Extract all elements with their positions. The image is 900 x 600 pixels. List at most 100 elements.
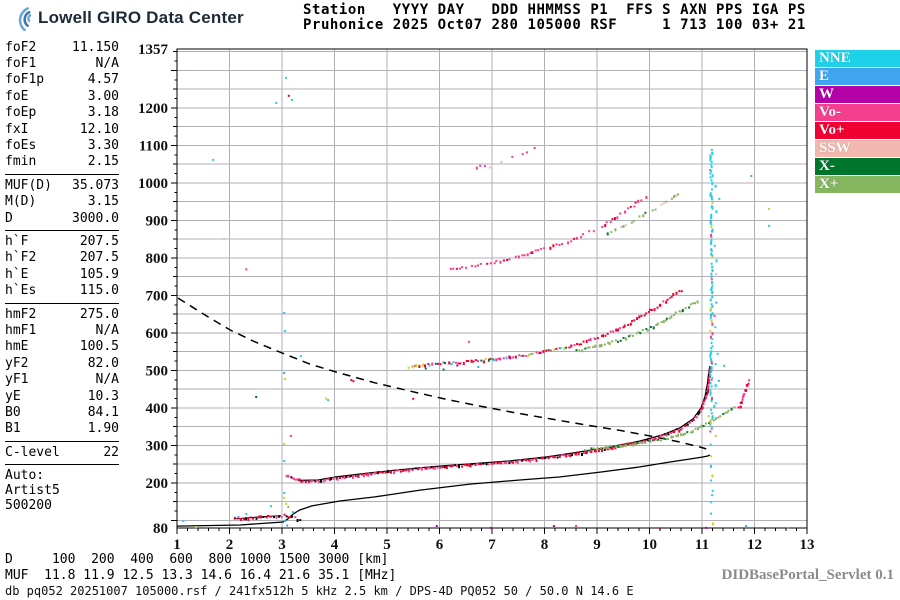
echo-dot xyxy=(670,197,673,200)
echo-dot xyxy=(709,354,712,358)
echo-dot xyxy=(768,224,771,227)
echo-dot xyxy=(522,354,525,357)
echo-dot xyxy=(662,437,665,440)
echo-dot xyxy=(710,278,713,281)
echo-dot xyxy=(441,466,444,469)
echo-dot xyxy=(698,425,701,428)
echo-dot xyxy=(570,344,573,348)
echo-dot xyxy=(287,474,290,478)
echo-dot xyxy=(645,328,648,330)
echo-dot xyxy=(577,452,580,456)
echo-dot xyxy=(661,434,664,437)
echo-dot xyxy=(523,254,526,257)
echo-dot xyxy=(710,303,713,306)
echo-dot xyxy=(668,297,671,300)
echo-dot xyxy=(280,515,283,518)
echo-dot xyxy=(604,224,607,227)
echo-dot xyxy=(709,373,712,377)
echo-dot xyxy=(709,419,712,422)
echo-dot xyxy=(709,192,712,196)
echo-dot xyxy=(477,366,480,368)
echo-dot xyxy=(709,423,712,426)
echo-dot xyxy=(680,310,683,313)
parameter-label: hmF1 xyxy=(5,322,37,338)
echo-dot xyxy=(711,416,714,420)
echo-dot xyxy=(710,399,713,403)
echo-dot xyxy=(537,249,540,252)
echo-dot xyxy=(287,516,290,519)
echo-dot xyxy=(670,435,673,439)
echo-dot xyxy=(702,401,705,404)
echo-dot xyxy=(596,447,599,450)
echo-dot xyxy=(710,195,713,198)
echo-dot xyxy=(436,466,439,469)
echo-dot xyxy=(703,399,706,402)
echo-dot xyxy=(318,481,321,483)
echo-dot xyxy=(622,336,625,339)
echo-dot xyxy=(713,404,716,408)
echo-dot xyxy=(533,147,536,149)
echo-dot xyxy=(450,363,452,365)
echo-dot xyxy=(384,470,387,474)
legend-item-w: W xyxy=(815,86,900,103)
echo-dot xyxy=(633,205,636,208)
echo-dot xyxy=(622,326,625,329)
giro-wave-icon xyxy=(8,5,34,31)
echo-dot xyxy=(469,464,472,468)
echo-dot xyxy=(585,339,588,343)
echo-dot xyxy=(684,432,687,435)
echo-dot xyxy=(588,346,591,349)
echo-dot xyxy=(466,464,468,467)
echo-dot xyxy=(245,268,248,271)
echo-dot xyxy=(709,219,712,222)
echo-dot xyxy=(407,366,410,369)
parameter-row-foep: foEp 3.18 xyxy=(5,105,119,121)
echo-dot xyxy=(708,372,711,375)
echo-dot xyxy=(451,464,454,467)
ionogram-metadata-line: db pq052 20251007 105000.rsf / 241fx512h… xyxy=(5,584,634,598)
echo-dot xyxy=(390,470,392,474)
giro-logo[interactable]: Lowell GIRO Data Center xyxy=(8,5,244,31)
series-muf-transmission-curve xyxy=(177,297,707,450)
echo-dot xyxy=(637,441,640,444)
echo-dot xyxy=(310,480,313,482)
parameter-value: 82.0 xyxy=(87,355,119,371)
panel-separator xyxy=(5,440,119,442)
echo-dot xyxy=(619,327,621,330)
echo-dot xyxy=(709,329,712,332)
echo-dot xyxy=(493,462,496,465)
echo-dot xyxy=(713,244,716,247)
echo-dot xyxy=(638,315,641,319)
echo-dot xyxy=(283,372,286,374)
parameter-row-hes: h`Es 115.0 xyxy=(5,282,119,298)
echo-dot xyxy=(739,401,742,404)
echo-dot xyxy=(571,454,573,456)
parameter-label: yF1 xyxy=(5,372,29,388)
echo-dot xyxy=(710,464,712,468)
echo-dot xyxy=(525,459,528,462)
echo-dot xyxy=(709,307,712,311)
echo-dot xyxy=(616,216,619,220)
echo-dot xyxy=(707,388,709,392)
echo-dot xyxy=(710,275,713,279)
echo-dot xyxy=(709,155,712,159)
echo-dot xyxy=(709,391,712,394)
y-axis-tick-label: 1000 xyxy=(138,176,168,192)
echo-dot xyxy=(499,260,502,264)
echo-dot xyxy=(696,300,699,304)
parameter-label: hmF2 xyxy=(5,306,37,322)
parameter-value: 3000.0 xyxy=(72,210,119,226)
echo-dot xyxy=(614,217,616,221)
echo-dot xyxy=(425,466,428,470)
echo-dot xyxy=(237,517,240,520)
echo-dot xyxy=(655,438,658,441)
parameter-row-foes: foEs 3.30 xyxy=(5,137,119,153)
echo-dot xyxy=(411,468,414,471)
echo-dot xyxy=(711,284,714,287)
echo-dot xyxy=(598,450,600,453)
echo-dot xyxy=(710,161,713,164)
echo-dot xyxy=(699,410,702,413)
echo-dot xyxy=(711,312,714,316)
echo-dot xyxy=(252,517,254,520)
parameter-value: 105.9 xyxy=(79,266,119,282)
